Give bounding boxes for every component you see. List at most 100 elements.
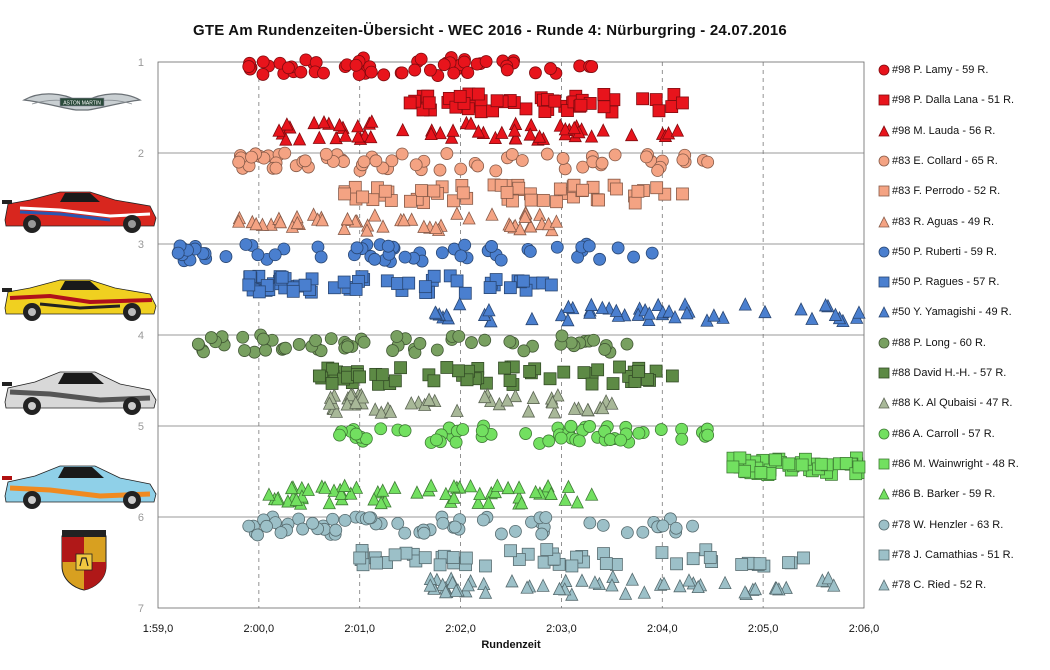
data-point (191, 337, 205, 351)
data-point (374, 422, 388, 436)
legend-marker (878, 549, 890, 561)
data-point (374, 405, 388, 419)
data-point (503, 218, 518, 233)
data-point (447, 194, 460, 208)
data-point (613, 360, 626, 374)
data-point (543, 372, 557, 386)
data-point (408, 63, 422, 77)
data-point (423, 63, 437, 77)
data-point (251, 248, 265, 262)
data-point (306, 516, 319, 530)
legend-label: #86 A. Carroll - 57 R. (892, 427, 995, 440)
legend-marker-shape (878, 458, 890, 470)
series-7 (171, 237, 659, 268)
data-point (649, 93, 663, 106)
data-point (454, 249, 468, 263)
data-point (292, 338, 306, 351)
data-point (452, 364, 465, 378)
data-point (404, 212, 419, 226)
data-point (620, 337, 634, 351)
data-point (433, 125, 447, 140)
data-point (614, 433, 628, 447)
data-point (584, 297, 598, 311)
legend-marker-shape (878, 519, 890, 530)
data-point (351, 119, 365, 133)
data-point (333, 428, 346, 442)
data-point (449, 435, 463, 449)
series-17 (353, 543, 810, 573)
data-point (501, 480, 515, 495)
data-point (716, 310, 730, 324)
data-point (424, 478, 438, 492)
data-point (298, 278, 312, 292)
y-tick-label: 3 (138, 239, 144, 251)
data-point (428, 305, 443, 319)
data-point (463, 478, 478, 493)
data-point (375, 368, 389, 382)
data-point (268, 248, 282, 262)
data-point (503, 281, 517, 295)
legend-marker (878, 458, 890, 470)
y-tick-label: 6 (138, 512, 144, 524)
data-point (597, 88, 611, 101)
data-point (651, 297, 665, 312)
data-point (524, 193, 538, 207)
data-point (814, 457, 828, 471)
data-point (583, 305, 597, 319)
data-point (318, 480, 332, 494)
data-point (349, 427, 363, 441)
data-point (595, 300, 609, 314)
data-point (439, 486, 453, 501)
data-point (388, 480, 402, 494)
data-point (577, 366, 591, 380)
data-point (324, 332, 338, 346)
legend-label: #88 P. Long - 60 R. (892, 336, 986, 349)
data-point (544, 278, 558, 292)
data-point (738, 297, 752, 311)
data-point (344, 387, 358, 402)
data-point (322, 396, 337, 410)
data-point (423, 578, 437, 592)
legend-marker (878, 579, 890, 591)
data-point (341, 340, 354, 354)
data-point (748, 581, 762, 596)
data-point (567, 120, 581, 135)
data-point (445, 130, 459, 144)
data-point (430, 343, 444, 357)
x-tick-label: 2:00,0 (244, 623, 275, 635)
legend-label: #50 P. Ragues - 57 R. (892, 276, 1000, 289)
data-point (275, 270, 289, 284)
y-tick-label: 5 (138, 421, 144, 433)
data-point (576, 160, 590, 174)
data-point (512, 480, 526, 494)
legend-marker (878, 276, 890, 288)
data-point (417, 219, 431, 233)
data-point (479, 55, 493, 68)
data-point (782, 457, 796, 471)
y-tick-label: 4 (138, 330, 144, 342)
legend-label: #83 R. Aguas - 49 R. (892, 215, 995, 228)
data-point (852, 305, 866, 319)
data-point (376, 219, 390, 233)
data-point (645, 246, 659, 260)
data-point (515, 154, 529, 167)
data-point (523, 127, 537, 141)
data-point (385, 154, 399, 168)
x-tick-label: 2:04,0 (647, 623, 678, 635)
data-point (312, 130, 326, 144)
data-point (236, 330, 250, 344)
data-point (427, 184, 441, 198)
data-point (535, 527, 549, 541)
data-point (476, 513, 490, 527)
data-point (351, 129, 365, 143)
data-point (269, 161, 283, 175)
data-point (691, 579, 705, 594)
data-point (735, 558, 749, 571)
data-point (582, 239, 596, 253)
data-point (256, 68, 270, 81)
series-12 (322, 387, 619, 419)
data-point (394, 361, 407, 375)
data-point (461, 577, 475, 592)
data-point (495, 125, 509, 139)
